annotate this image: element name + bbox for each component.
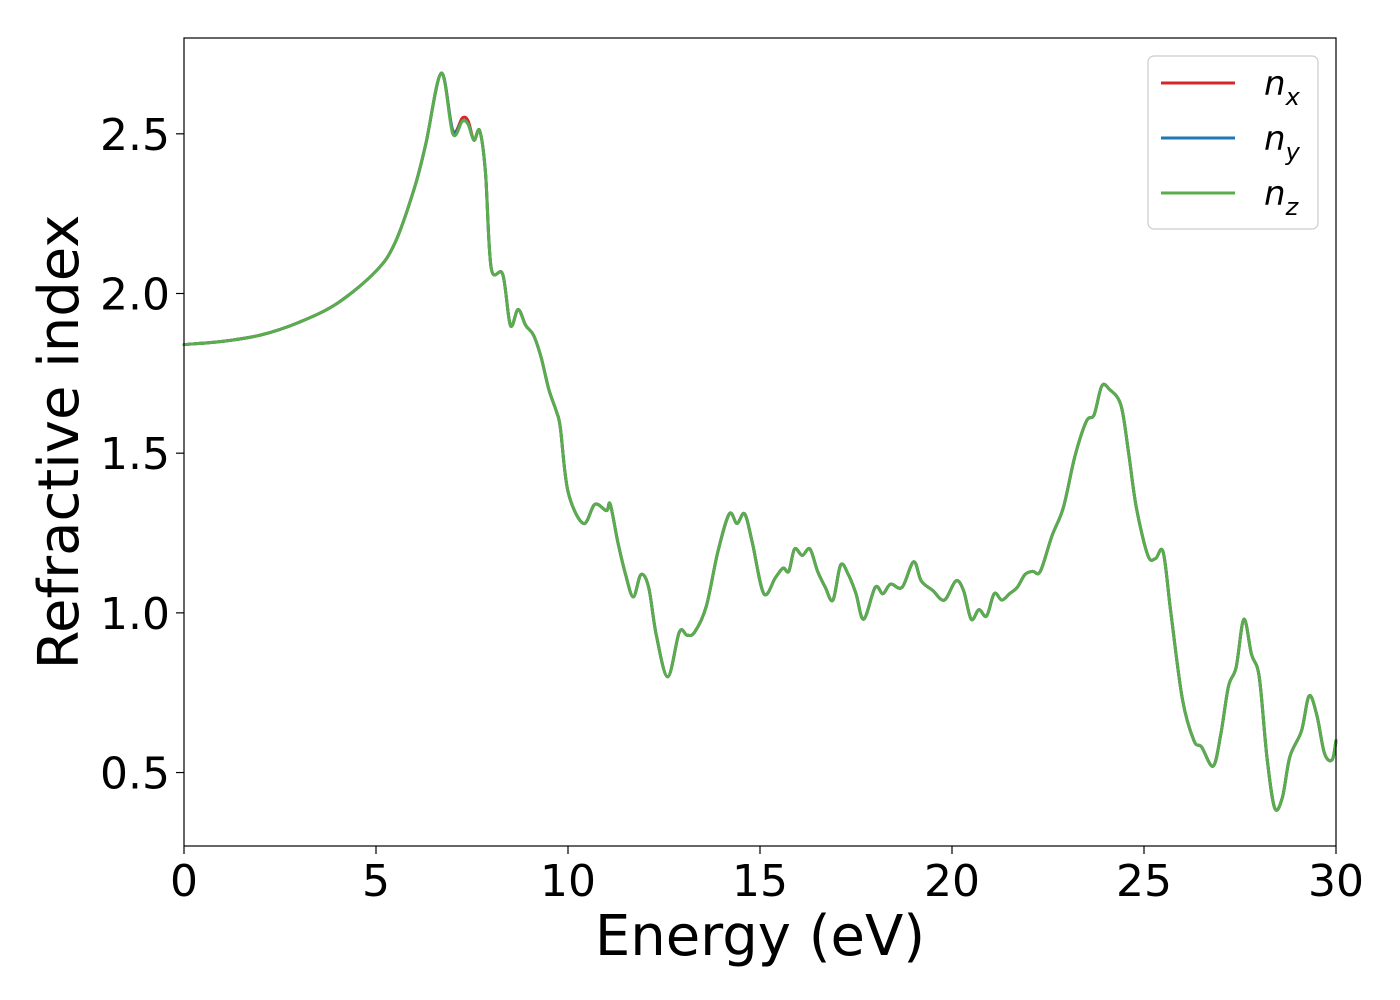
x-tick-label: 30 [1308,856,1364,907]
y-tick-label: 2.0 [100,269,170,320]
y-axis-title: Refractive index [27,215,92,670]
x-tick-label: 5 [362,856,390,907]
y-axis-ticks: 0.5 1.0 1.5 2.0 2.5 [100,110,184,800]
x-tick-label: 0 [170,856,198,907]
legend-subscript: x [1285,83,1301,111]
x-tick-label: 15 [732,856,788,907]
y-tick-label: 2.5 [100,110,170,161]
x-tick-label: 20 [924,856,980,907]
y-tick-label: 0.5 [100,749,170,800]
legend-box [1147,55,1319,230]
x-tick-label: 25 [1116,856,1172,907]
x-axis-title: Energy (eV) [595,904,925,969]
legend-subscript: y [1285,138,1301,166]
legend-label-nx: nx [1264,64,1301,111]
x-axis-ticks: 0 5 10 15 20 25 30 [170,846,1364,907]
series-line-nz [182,71,1338,812]
legend-subscript: z [1285,193,1300,221]
y-tick-label: 1.0 [100,589,170,640]
series-layer [182,71,1338,812]
y-tick-label: 1.5 [100,429,170,480]
legend-label-ny: ny [1264,119,1301,166]
x-tick-label: 10 [540,856,596,907]
